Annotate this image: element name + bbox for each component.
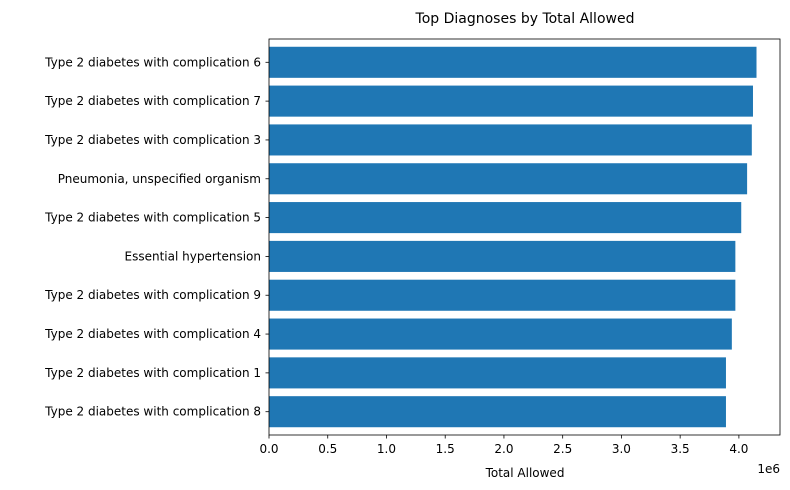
bar-9 — [269, 357, 726, 389]
x-axis-scale-label: 1e6 — [757, 462, 780, 476]
y-tick-label: Type 2 diabetes with complication 3 — [44, 133, 261, 147]
y-tick-label: Type 2 diabetes with complication 1 — [44, 366, 261, 380]
bar-1 — [269, 46, 757, 78]
bar-8 — [269, 318, 732, 350]
plot-frame — [268, 38, 781, 436]
x-tick-label: 2.0 — [494, 442, 513, 456]
y-tick-label: Type 2 diabetes with complication 5 — [44, 211, 261, 225]
bar-6 — [269, 240, 736, 272]
x-axis-label: Total Allowed — [485, 466, 565, 480]
x-tick-label: 3.5 — [671, 442, 690, 456]
y-tick-label: Type 2 diabetes with complication 8 — [44, 405, 261, 419]
x-axis-ticks: 0.0 0.5 1.0 1.5 2.0 2.5 3.0 3.5 4.0 — [259, 435, 748, 456]
bar-5 — [269, 202, 742, 234]
bar-3 — [269, 124, 752, 156]
x-tick-label: 4.0 — [729, 442, 748, 456]
bars-group — [269, 46, 757, 428]
x-tick-label: 2.5 — [553, 442, 572, 456]
bar-4 — [269, 163, 748, 195]
x-tick-label: 3.0 — [612, 442, 631, 456]
y-tick-label: Pneumonia, unspecified organism — [58, 172, 261, 186]
x-tick-label: 0.5 — [318, 442, 337, 456]
y-tick-label: Type 2 diabetes with complication 7 — [44, 94, 261, 108]
bar-10 — [269, 396, 726, 428]
chart-title: Top Diagnoses by Total Allowed — [415, 11, 635, 27]
bar-7 — [269, 279, 736, 311]
y-tick-label: Type 2 diabetes with complication 6 — [44, 55, 261, 69]
bar-2 — [269, 85, 753, 117]
x-tick-label: 1.0 — [377, 442, 396, 456]
y-tick-label: Type 2 diabetes with complication 9 — [44, 288, 261, 302]
y-tick-label: Essential hypertension — [125, 249, 261, 263]
y-tick-label: Type 2 diabetes with complication 4 — [44, 327, 261, 341]
y-axis-ticks: Type 2 diabetes with complication 6 Type … — [44, 55, 269, 419]
x-tick-label: 1.5 — [436, 442, 455, 456]
x-tick-label: 0.0 — [259, 442, 278, 456]
